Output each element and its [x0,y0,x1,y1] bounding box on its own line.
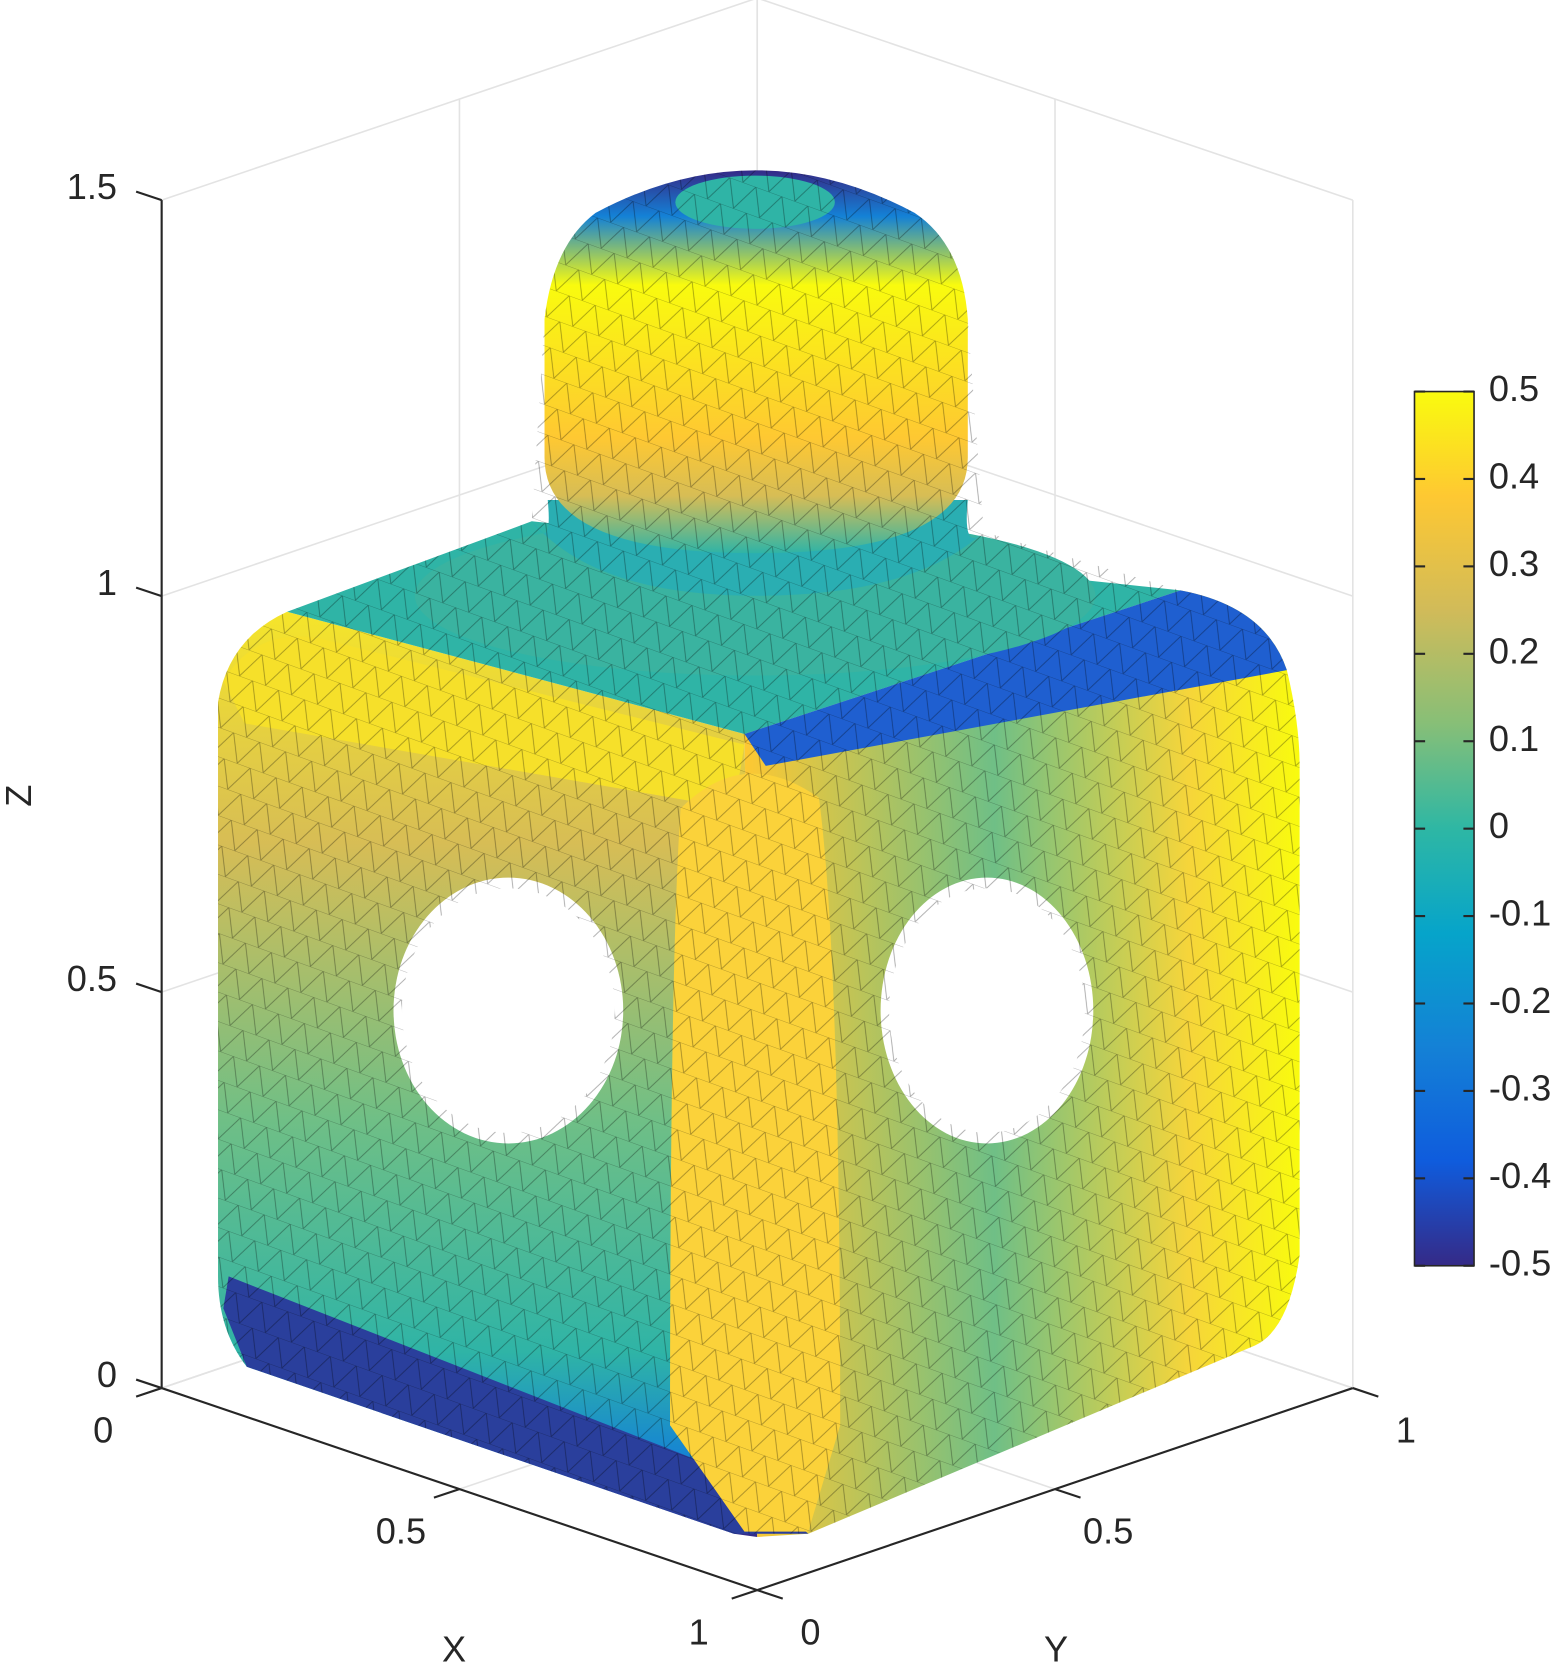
colorbar-tick-label: 0.2 [1489,630,1539,671]
y-axis-label: Y [1044,1628,1068,1669]
hole-right-cut [889,888,1085,1133]
x-tick-label: 0 [93,1409,113,1450]
colorbar-tick-label: -0.2 [1489,980,1551,1021]
colorbar-tick-label: -0.3 [1489,1067,1551,1108]
colorbar-tick-label: -0.1 [1489,893,1551,934]
z-tick [135,982,162,994]
y-tick [756,1589,784,1600]
surface [218,170,1300,1537]
z-axis-label: Z [0,785,39,807]
axes: Z X Y 0 0.5 1 1.5 0 0.5 1 0 0.5 1 [0,166,1416,1669]
colorbar-tick-label: 0.5 [1489,368,1539,409]
z-tick [135,190,162,202]
x-tick-label: 0.5 [376,1510,426,1551]
colorbar-tick-label: -0.4 [1489,1155,1551,1196]
y-tick-label: 0 [800,1611,820,1652]
x-tick [135,1387,162,1398]
colorbar-tick-label: -0.5 [1489,1242,1551,1283]
y-tick-label: 0.5 [1083,1510,1133,1551]
mesh [218,170,1300,1534]
colorbar-tick-label: 0 [1489,805,1509,846]
z-tick-label: 1.5 [67,166,117,207]
x-tick [731,1589,758,1600]
x-tick [433,1488,460,1499]
x-axis-label: X [442,1628,466,1669]
colorbar-tick-label: 0.4 [1489,456,1539,497]
y-axis-line [756,1387,1354,1592]
y-tick [1352,1387,1379,1398]
y-tick-label: 1 [1396,1409,1416,1450]
z-tick [135,1378,162,1390]
colorbar-tick-label: 0.1 [1489,718,1539,759]
z-tick-label: 1 [97,562,117,603]
z-tick-label: 0 [97,1354,117,1395]
y-tick [1054,1488,1081,1499]
hole-left-cut [402,888,615,1133]
z-tick-label: 0.5 [67,958,117,999]
colorbar-tick-label: 0.3 [1489,543,1539,584]
x-tick-label: 1 [689,1611,709,1652]
z-tick [135,586,162,598]
colorbar: -0.5 -0.4 -0.3 -0.2 -0.1 0 0.1 0.2 0.3 0.4 0.5 [1413,368,1551,1283]
